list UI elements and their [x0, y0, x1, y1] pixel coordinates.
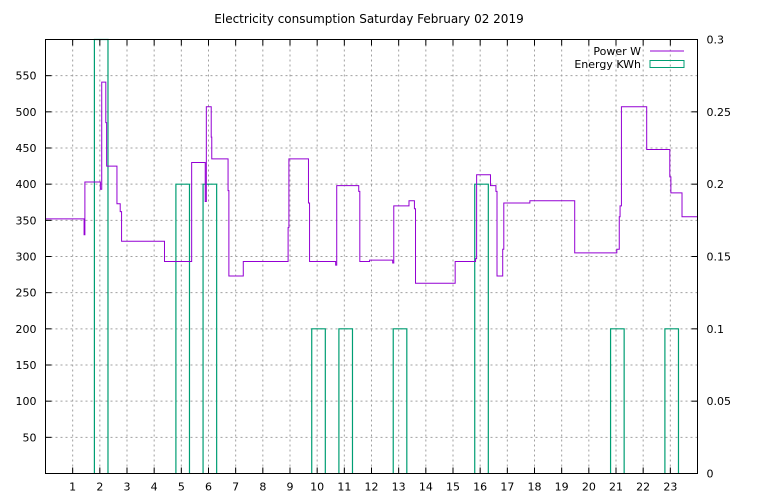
x-tick-label: 10 [310, 481, 324, 494]
x-tick-label: 11 [337, 481, 351, 494]
y2-tick-label: 0 [707, 468, 714, 481]
x-tick-label: 7 [232, 481, 239, 494]
x-tick-label: 15 [446, 481, 460, 494]
energy-bar [664, 328, 680, 474]
y-tick-label: 550 [16, 70, 37, 83]
energy-bar [609, 328, 625, 474]
x-tick-label: 6 [205, 481, 212, 494]
x-tick-label: 18 [528, 481, 542, 494]
y-tick-label: 50 [23, 431, 37, 444]
legend-label-energy: Energy KWh [574, 58, 641, 71]
grid [45, 39, 698, 474]
x-tick-label: 2 [96, 481, 103, 494]
y2-tick-label: 0.15 [707, 251, 732, 264]
power-line-layer [45, 81, 698, 284]
x-tick-label: 9 [287, 481, 294, 494]
axis-ticks: 1 2 3 4 5 6 7 8 9 10 11 12 13 14 15 16 17 18 19 20 21 22 23501… [16, 34, 732, 494]
x-tick-label: 12 [365, 481, 379, 494]
x-tick-label: 3 [124, 481, 131, 494]
legend-label-power: Power W [593, 45, 641, 58]
y-tick-label: 250 [16, 287, 37, 300]
y-tick-label: 450 [16, 142, 37, 155]
y-tick-label: 150 [16, 359, 37, 372]
x-tick-label: 1 [69, 481, 76, 494]
y-tick-label: 400 [16, 178, 37, 191]
x-tick-label: 14 [419, 481, 433, 494]
legend-swatch-energy [649, 60, 685, 68]
energy-bar [175, 183, 191, 474]
x-tick-label: 19 [555, 481, 569, 494]
x-tick-label: 4 [151, 481, 158, 494]
y-tick-label: 300 [16, 251, 37, 264]
x-tick-label: 20 [582, 481, 596, 494]
y2-tick-label: 0.05 [707, 395, 732, 408]
x-tick-label: 8 [259, 481, 266, 494]
x-tick-label: 5 [178, 481, 185, 494]
x-tick-label: 16 [473, 481, 487, 494]
x-tick-label: 21 [609, 481, 623, 494]
y2-tick-label: 0.2 [707, 178, 725, 191]
x-tick-label: 17 [500, 481, 514, 494]
energy-bar [338, 328, 354, 474]
energy-bar [474, 183, 489, 474]
power-line [45, 81, 698, 284]
y2-tick-label: 0.25 [707, 106, 732, 119]
x-tick-label: 23 [663, 481, 677, 494]
x-tick-label: 22 [636, 481, 650, 494]
y2-tick-label: 0.1 [707, 323, 725, 336]
y-tick-label: 100 [16, 395, 37, 408]
energy-bars [93, 38, 680, 474]
chart-title: Electricity consumption Saturday Februar… [214, 12, 523, 26]
energy-bar [311, 328, 326, 474]
legend: Power W Energy KWh [574, 45, 685, 71]
x-tick-label: 13 [392, 481, 406, 494]
energy-bar [202, 183, 218, 474]
energy-bar [392, 328, 408, 474]
y-tick-label: 200 [16, 323, 37, 336]
y-tick-label: 350 [16, 214, 37, 227]
y-tick-label: 500 [16, 106, 37, 119]
y2-tick-label: 0.3 [707, 34, 725, 47]
